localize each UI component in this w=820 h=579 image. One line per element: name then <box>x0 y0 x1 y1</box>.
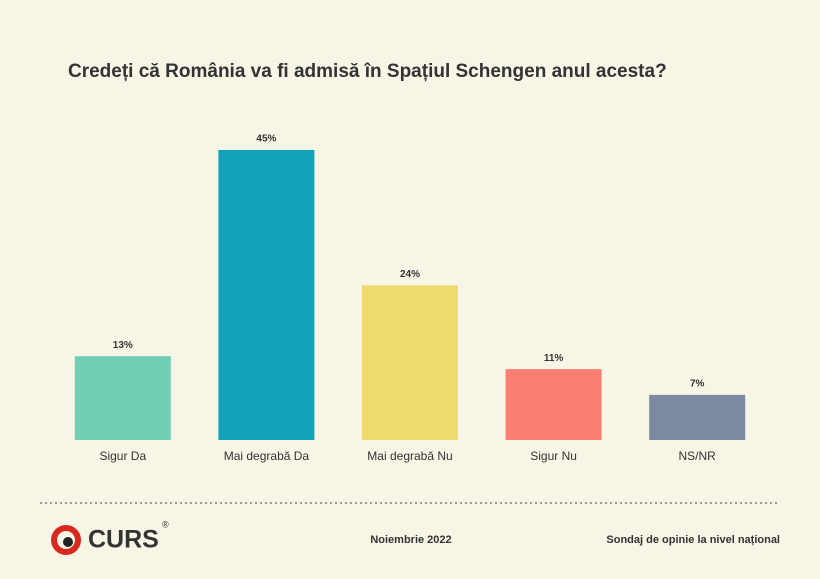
footer-note: Sondaj de opinie la nivel național <box>606 534 780 546</box>
x-tick-label: Sigur Nu <box>530 449 577 463</box>
x-tick-label: Mai degrabă Nu <box>367 449 452 463</box>
logo: CURS ® <box>51 519 169 555</box>
value-label: 13% <box>113 340 133 351</box>
x-tick-label: NS/NR <box>679 449 717 463</box>
bar <box>505 369 602 440</box>
footer-date: Noiembrie 2022 <box>370 534 451 546</box>
logo-text: CURS <box>88 526 159 554</box>
logo-mark: ® <box>162 519 169 529</box>
bar <box>218 150 315 440</box>
value-label: 7% <box>690 379 705 390</box>
bar <box>362 285 458 440</box>
chart-title: Credeți că România va fi admisă în Spați… <box>68 61 667 82</box>
bar <box>74 356 171 440</box>
x-tick-label: Mai degrabă Da <box>224 449 310 463</box>
logo-icon <box>63 537 73 547</box>
bar <box>649 394 746 440</box>
x-tick-label: Sigur Da <box>99 449 146 463</box>
value-label: 45% <box>256 134 276 145</box>
value-label: 24% <box>400 269 420 280</box>
value-label: 11% <box>544 353 564 364</box>
